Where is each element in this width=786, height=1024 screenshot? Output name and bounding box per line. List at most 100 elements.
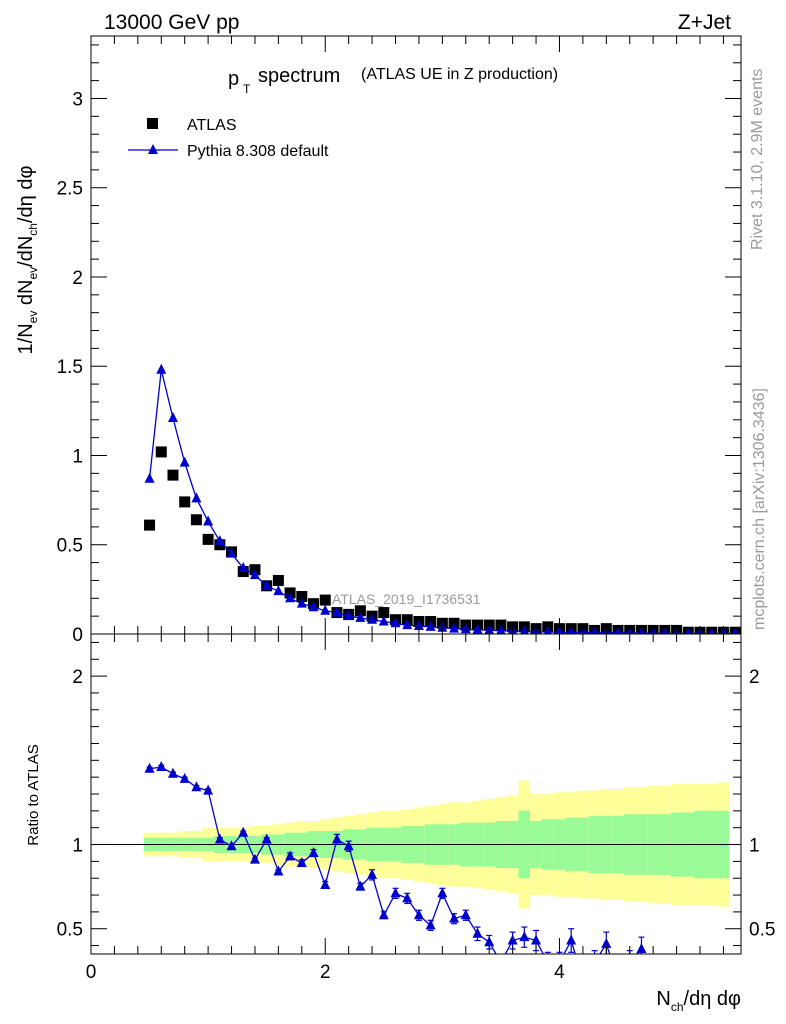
data-point-atlas (296, 591, 308, 603)
ratio-point-pythia (531, 934, 542, 945)
mc-point-pythia (167, 412, 178, 423)
mc-point-pythia (661, 627, 669, 634)
mc-point-pythia (390, 617, 401, 628)
mc-point-pythia (331, 606, 342, 617)
process-label: Z+Jet (678, 11, 731, 34)
ratio-point-pythia (496, 956, 506, 966)
ratio-point-pythia (625, 956, 635, 966)
ratio-point-pythia (472, 927, 483, 938)
ratio-point-pythia (590, 956, 600, 966)
mc-point-pythia (156, 363, 167, 374)
y-tick-label: 0 (72, 625, 83, 646)
main-panel: 0 0.5 1 1.5 2 2.5 3 p T spectrum (ATLAS UE in … (15, 35, 742, 646)
mc-point-pythia (567, 626, 575, 634)
ratio-point-pythia (144, 762, 155, 773)
y-tick-label: 0.5 (57, 536, 83, 557)
ratio-frame (90, 633, 742, 955)
ratio-y-tick-label-right: 0.5 (749, 920, 775, 941)
mc-point-pythia (285, 592, 296, 603)
y-tick-label: 3 (72, 89, 83, 110)
ratio-y-tick-label: 2 (72, 667, 83, 688)
ratio-point-pythia (343, 840, 354, 851)
ratio-point-pythia (261, 833, 272, 844)
ratio-point-pythia (203, 784, 214, 795)
ratio-panel: 0.5 0.5 1 1 2 2 0 2 4 Ratio to ATLAS (25, 633, 775, 983)
mc-point-pythia (590, 626, 599, 634)
ratio-point-pythia (156, 761, 167, 772)
ratio-axes: 0.5 0.5 1 1 2 2 0 2 4 (57, 634, 775, 983)
mc-point-pythia (425, 620, 436, 631)
data-point-atlas (272, 574, 284, 586)
data-point-atlas (354, 605, 366, 617)
ratio-y-tick-label: 0.5 (57, 920, 83, 941)
ratio-plot-area (91, 761, 741, 983)
ratio-point-pythia (437, 887, 448, 898)
mc-point-pythia (320, 604, 331, 615)
mc-point-pythia (402, 619, 413, 630)
ratio-point-pythia (566, 934, 577, 945)
mc-point-pythia (296, 597, 307, 608)
data-point-atlas (155, 446, 167, 458)
main-axes: 0 0.5 1 1.5 2 2.5 3 (57, 36, 741, 646)
ratio-point-pythia (179, 772, 190, 783)
ratio-point-pythia (425, 919, 436, 930)
ratio-point-pythia (285, 850, 296, 861)
ratio-point-pythia (449, 912, 460, 923)
mc-point-pythia (144, 472, 155, 483)
ratio-point-pythia (191, 781, 202, 792)
ratio-point-pythia (390, 887, 401, 898)
legend-label-data: ATLAS (187, 117, 237, 134)
mc-point-pythia (179, 456, 190, 467)
ratio-point-pythia (331, 833, 342, 844)
ratio-point-pythia (226, 840, 237, 851)
y-tick-label: 2.5 (57, 179, 83, 200)
ratio-point-pythia (238, 826, 249, 837)
mc-point-pythia (472, 623, 483, 634)
y-tick-label: 1.5 (57, 357, 83, 378)
ratio-point-pythia (308, 846, 319, 857)
mc-point-pythia (685, 627, 692, 634)
mc-point-pythia (226, 547, 237, 558)
title-p: p (228, 68, 239, 90)
mc-point-pythia (249, 569, 260, 580)
mc-point-pythia (273, 585, 284, 596)
mc-point-pythia (378, 615, 389, 626)
mc-point-pythia (214, 535, 225, 546)
mc-point-pythia (343, 610, 354, 621)
y-tick-label: 1 (72, 446, 83, 467)
xlabel: Nch/dη dφ (656, 988, 741, 1014)
ratio-point-pythia (578, 973, 588, 983)
ratio-point-pythia (519, 931, 530, 942)
ratio-point-pythia (543, 956, 553, 966)
mc-point-pythia (496, 624, 506, 634)
mc-point-pythia (638, 627, 645, 634)
legend: ATLAS Pythia 8.308 default (128, 117, 329, 160)
legend-marker-mc (148, 144, 158, 154)
ratio-y-tick-label: 1 (72, 836, 83, 857)
ratio-point-pythia (636, 942, 647, 953)
data-point-atlas (144, 519, 156, 531)
rivet-label: Rivet 3.1.10, 2.9M events (749, 69, 766, 250)
ratio-ylabel: Ratio to ATLAS (25, 744, 42, 845)
mc-point-pythia (191, 492, 202, 503)
main-ylabel: 1/Nev dNev/dNch/dη dφ (15, 166, 40, 355)
y-tick-label: 2 (72, 268, 83, 289)
ratio-point-pythia (355, 880, 366, 891)
x-tick-label: 4 (554, 962, 565, 983)
ratio-point-pythia (249, 853, 260, 864)
ratio-point-pythia (507, 934, 518, 945)
data-point-atlas (190, 514, 202, 526)
analysis-watermark: ATLAS_2019_I1736531 (332, 591, 481, 607)
ratio-point-pythia (214, 833, 225, 844)
ratio-point-pythia (402, 892, 413, 903)
mc-point-pythia (708, 627, 715, 634)
main-ylabel-text: 1/Nev dNev/dNch/dη dφ (15, 166, 40, 355)
chart-subtitle: (ATLAS UE in Z production) (361, 66, 558, 83)
ratio-point-pythia (320, 878, 331, 889)
mc-point-pythia (308, 601, 319, 612)
mc-point-pythia (520, 625, 529, 634)
mc-point-pythia (731, 627, 739, 634)
mc-point-pythia (203, 515, 214, 526)
mc-point-pythia (367, 613, 378, 624)
